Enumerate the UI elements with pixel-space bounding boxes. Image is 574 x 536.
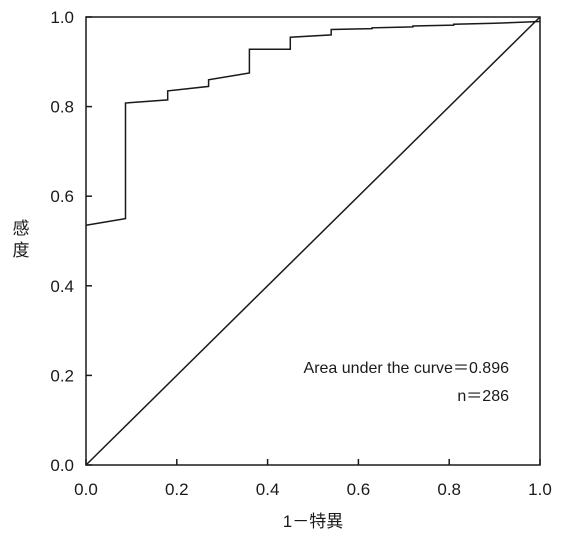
y-tick-label: 1.0 (50, 8, 74, 27)
tick-layer: 0.0 0.2 0.4 0.6 0.8 1.0 0.0 0.2 0.4 0.6 0.8 1.0 (50, 8, 551, 499)
y-tick-label: 0.6 (50, 187, 74, 206)
y-tick-label: 0.4 (50, 277, 74, 296)
reference-diagonal (85, 16, 541, 466)
series-layer (85, 16, 541, 466)
y-tick-label: 0.2 (50, 366, 74, 385)
x-tick-label: 0.2 (165, 480, 189, 499)
n-annotation: n＝286 (457, 388, 509, 405)
x-tick-label: 0.4 (256, 480, 280, 499)
auc-annotation: Area under the curve＝0.896 (304, 360, 510, 377)
plot-frame (85, 16, 541, 466)
roc-curve (85, 20, 541, 227)
y-tick-label: 0.8 (50, 98, 74, 117)
y-tick-label: 0.0 (50, 456, 74, 475)
x-tick-label: 0.0 (74, 480, 98, 499)
x-tick-label: 0.8 (437, 480, 461, 499)
y-axis-title-char-2: 度 (13, 241, 30, 260)
x-tick-label: 1.0 (528, 480, 552, 499)
x-tick-label: 0.6 (347, 480, 371, 499)
y-axis-title-char-1: 感 (13, 219, 30, 238)
x-axis-title: 1－特異 (283, 512, 343, 531)
